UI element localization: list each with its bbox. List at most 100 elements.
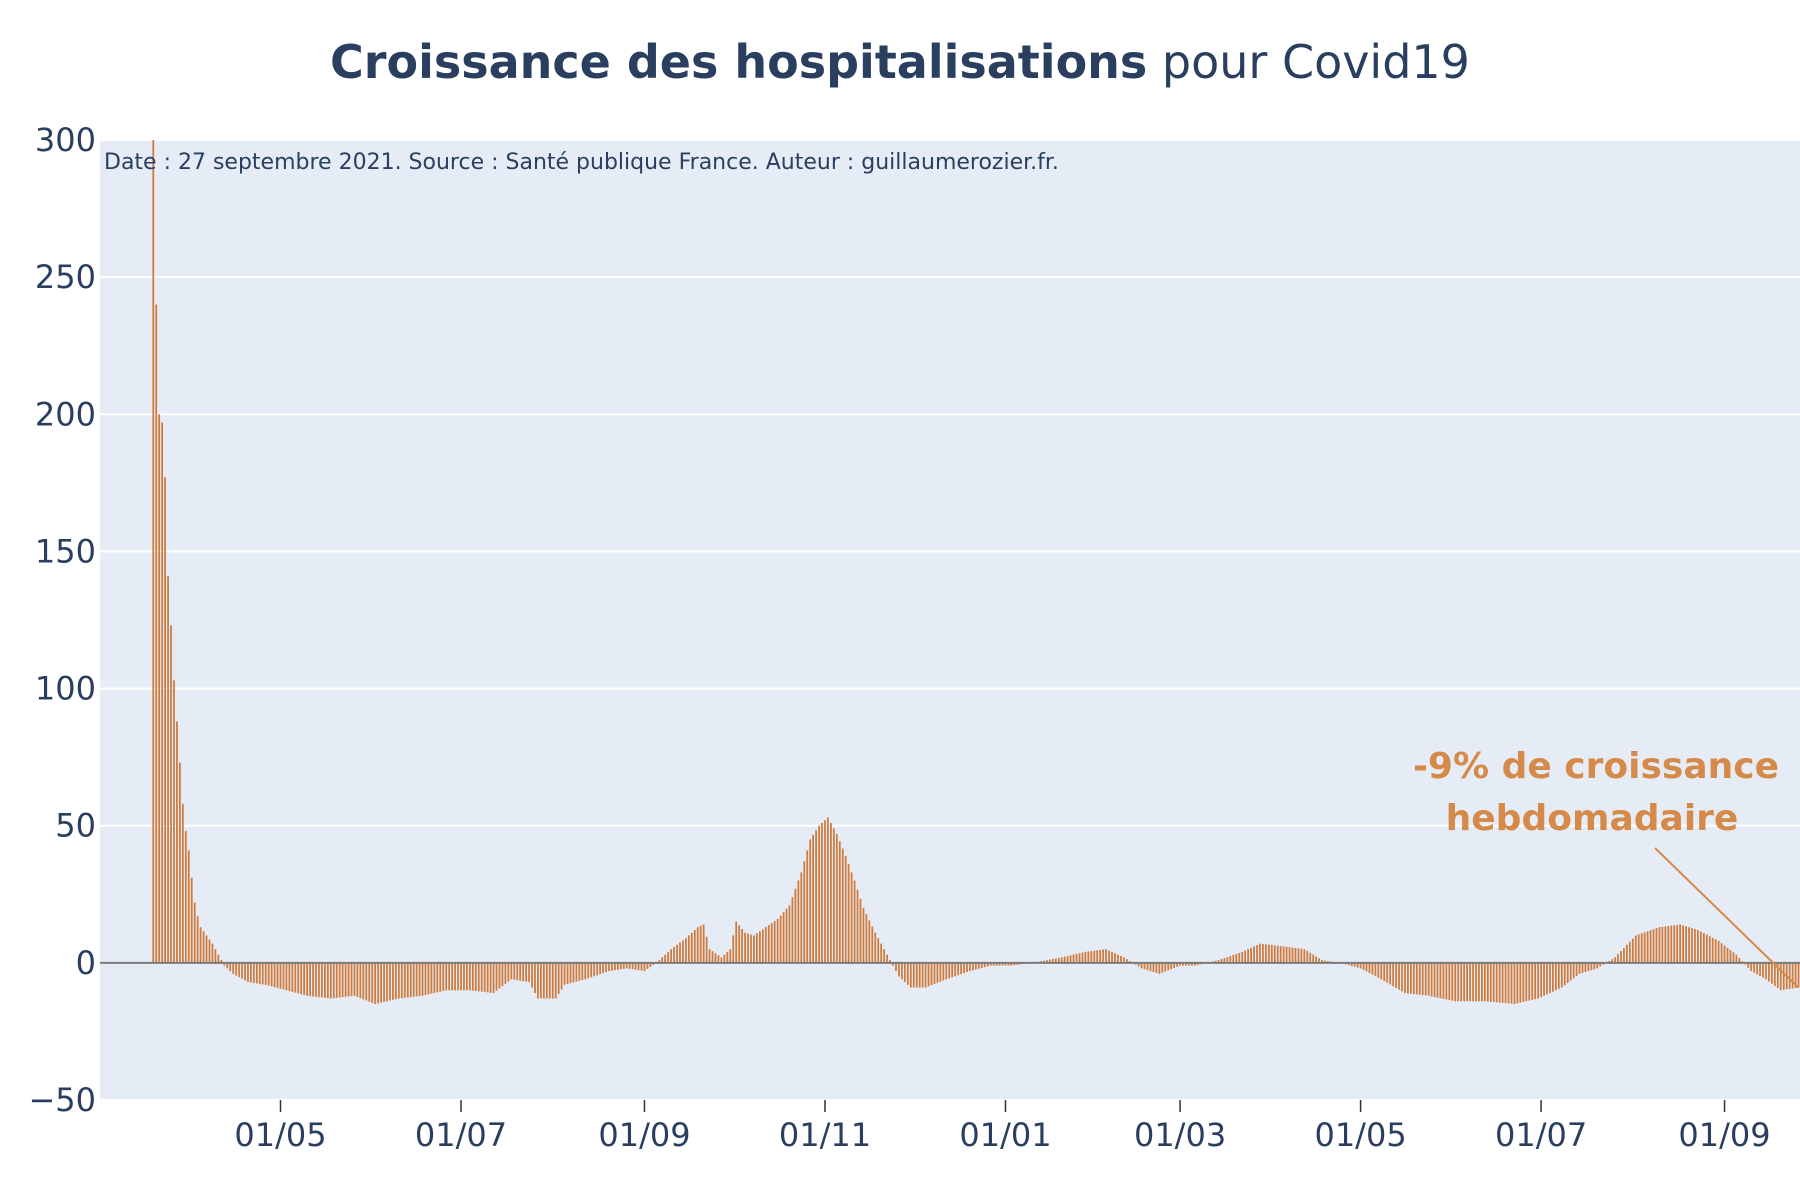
bar <box>1756 962 1758 975</box>
bar <box>1392 962 1395 987</box>
bar <box>782 912 785 963</box>
bar <box>975 962 977 970</box>
bar <box>643 962 646 972</box>
bar <box>442 962 445 991</box>
bar <box>214 949 217 963</box>
bar <box>818 825 820 963</box>
bar <box>631 962 634 970</box>
y-tick-label: 0 <box>76 944 96 982</box>
bar <box>1078 953 1081 963</box>
bar <box>347 962 350 997</box>
bar <box>841 848 844 963</box>
bar <box>1640 933 1643 963</box>
bar <box>1762 962 1764 978</box>
bar <box>747 933 749 963</box>
bar <box>460 962 462 991</box>
bar <box>673 946 675 963</box>
bar <box>1262 944 1264 963</box>
bar <box>1599 962 1602 967</box>
bar <box>1226 957 1229 963</box>
bar <box>992 962 995 966</box>
bar <box>356 962 359 997</box>
bar <box>1368 962 1371 974</box>
bar <box>1510 962 1513 1004</box>
bar <box>685 938 687 963</box>
bar <box>498 962 501 989</box>
bar <box>1525 962 1528 1002</box>
bar <box>1247 949 1250 963</box>
bar <box>764 927 767 963</box>
bar <box>457 962 459 991</box>
bar <box>1543 962 1545 996</box>
bar <box>605 962 607 973</box>
bar <box>1279 946 1282 963</box>
bar <box>750 934 752 963</box>
bar <box>1779 962 1782 991</box>
bar <box>1735 954 1738 963</box>
bar <box>1069 955 1072 963</box>
bar <box>1155 962 1158 973</box>
bar <box>495 962 498 991</box>
bar <box>1152 962 1155 972</box>
bar <box>696 927 699 963</box>
bar <box>341 962 344 998</box>
bar <box>1057 957 1060 963</box>
bar <box>995 962 998 966</box>
bar <box>1407 962 1409 994</box>
bar <box>1084 951 1087 963</box>
bar <box>545 962 548 999</box>
bar <box>1557 962 1560 989</box>
bar <box>226 962 229 969</box>
bar <box>1765 962 1767 980</box>
bar <box>741 929 744 963</box>
bar <box>252 962 255 983</box>
bar <box>1513 962 1516 1004</box>
bar <box>551 962 554 999</box>
bar <box>1652 929 1655 963</box>
bar <box>1753 962 1756 973</box>
bar <box>972 962 974 971</box>
bar <box>244 962 246 981</box>
bar <box>661 957 664 963</box>
bar <box>1628 941 1631 963</box>
bar <box>1439 962 1442 999</box>
bar <box>1691 928 1693 963</box>
bar <box>939 962 942 982</box>
bar <box>1421 962 1424 996</box>
bar <box>1495 962 1498 1003</box>
bar <box>821 822 823 963</box>
bar <box>844 855 847 963</box>
bar <box>616 962 619 970</box>
bar <box>1694 929 1696 963</box>
bar <box>1359 962 1362 969</box>
bar <box>1105 949 1107 963</box>
bar <box>871 926 874 963</box>
bar <box>492 962 495 994</box>
bar <box>528 962 530 983</box>
bar <box>1590 962 1593 971</box>
bar <box>1362 962 1365 970</box>
bar <box>1374 962 1377 977</box>
bar <box>717 955 720 963</box>
bar <box>1167 962 1170 971</box>
bar <box>584 962 587 980</box>
bar <box>1122 957 1125 963</box>
bar <box>1324 960 1326 963</box>
bar <box>371 962 374 1003</box>
bar <box>152 140 155 963</box>
bar <box>267 962 270 986</box>
bar <box>389 962 391 1001</box>
x-tick-label: 01/07 <box>1495 1116 1587 1154</box>
bar <box>445 962 448 991</box>
bar <box>300 962 303 995</box>
bar <box>587 962 590 979</box>
chart-title-bold: Croissance des hospitalisations <box>330 35 1147 89</box>
bar <box>1108 950 1110 963</box>
bar <box>986 962 989 967</box>
bar <box>1347 962 1350 966</box>
bar <box>155 304 158 963</box>
bar <box>205 935 208 963</box>
bar <box>1708 936 1711 963</box>
bar <box>679 942 681 963</box>
bar <box>1489 962 1492 1002</box>
